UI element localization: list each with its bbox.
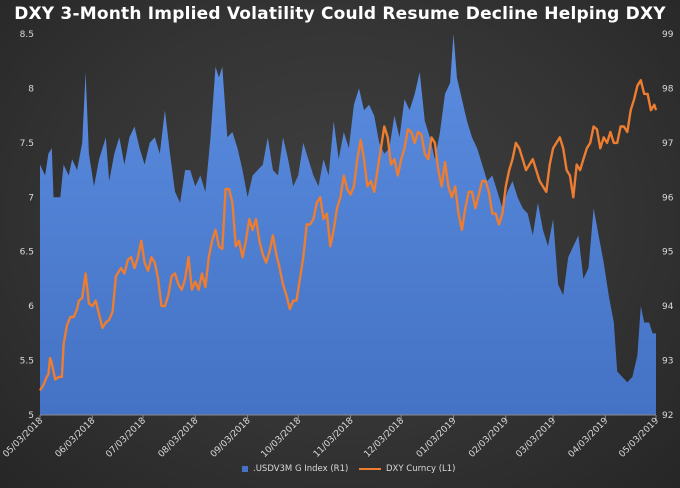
legend-swatch-line (359, 468, 381, 470)
left-axis-tick-label: 6.5 (20, 248, 34, 258)
right-axis-tick-label: 97 (662, 139, 673, 149)
x-axis-tick-label: 07/03/2018 (104, 416, 148, 460)
x-axis-tick-label: 02/03/2019 (467, 416, 511, 460)
x-axis-tick-label: 06/03/2018 (54, 416, 98, 460)
left-axis-tick-label: 8 (28, 84, 34, 94)
chart-legend: .USDV3M G Index (R1) DXY Curncy (L1) (0, 464, 680, 480)
x-axis-tick-label: 05/03/2018 (1, 416, 45, 460)
legend-label-usdv3m: .USDV3M G Index (R1) (253, 464, 349, 474)
right-axis-tick-label: 99 (662, 30, 674, 40)
x-axis-tick-label: 01/03/2019 (415, 416, 459, 460)
left-axis-tick-label: 5 (28, 411, 34, 421)
x-axis-tick-label: 04/03/2019 (567, 416, 611, 460)
left-axis-tick-label: 6 (28, 302, 34, 312)
area-layer (40, 34, 656, 415)
x-axis-tick-label: 08/03/2018 (157, 416, 201, 460)
x-axis-tick-label: 09/03/2018 (209, 416, 253, 460)
x-axis-tick-label: 03/03/2019 (514, 416, 558, 460)
left-axis-tick-label: 7.5 (20, 139, 34, 149)
left-axis-tick-label: 7 (28, 193, 34, 203)
x-axis-ticks: 05/03/2018 06/03/2018 07/03/2018 08/03/2018… (1, 415, 661, 460)
left-axis-tick-label: 5.5 (20, 357, 34, 367)
right-axis-tick-label: 95 (662, 248, 673, 258)
left-axis-tick-label: 8.5 (20, 30, 34, 40)
x-axis-tick-label: 11/03/2018 (312, 416, 356, 460)
x-axis-tick-label: 10/03/2018 (260, 416, 304, 460)
right-axis-tick-label: 98 (662, 84, 674, 94)
usdv3m-area (40, 34, 656, 415)
legend-swatch-area (242, 466, 248, 472)
x-axis-tick-label: 12/03/2018 (363, 416, 407, 460)
legend-item-dxy: DXY Curncy (L1) (359, 464, 456, 474)
right-axis-ticks: 99 98 97 96 95 94 93 92 (662, 30, 674, 421)
right-axis-tick-label: 92 (662, 411, 673, 421)
right-axis-tick-label: 94 (662, 302, 674, 312)
left-axis-ticks: 8.5 8 7.5 7 6.5 6 5.5 5 (20, 30, 35, 421)
right-axis-tick-label: 93 (662, 357, 673, 367)
chart-title: DXY 3-Month Implied Volatility Could Res… (14, 4, 666, 24)
x-axis-tick-label: 05/03/2019 (617, 416, 661, 460)
right-axis-tick-label: 96 (662, 193, 674, 203)
dxy-line (38, 79, 658, 392)
legend-label-dxy: DXY Curncy (L1) (386, 464, 456, 474)
legend-item-usdv3m: .USDV3M G Index (R1) (242, 464, 348, 474)
line-layer (38, 79, 658, 392)
